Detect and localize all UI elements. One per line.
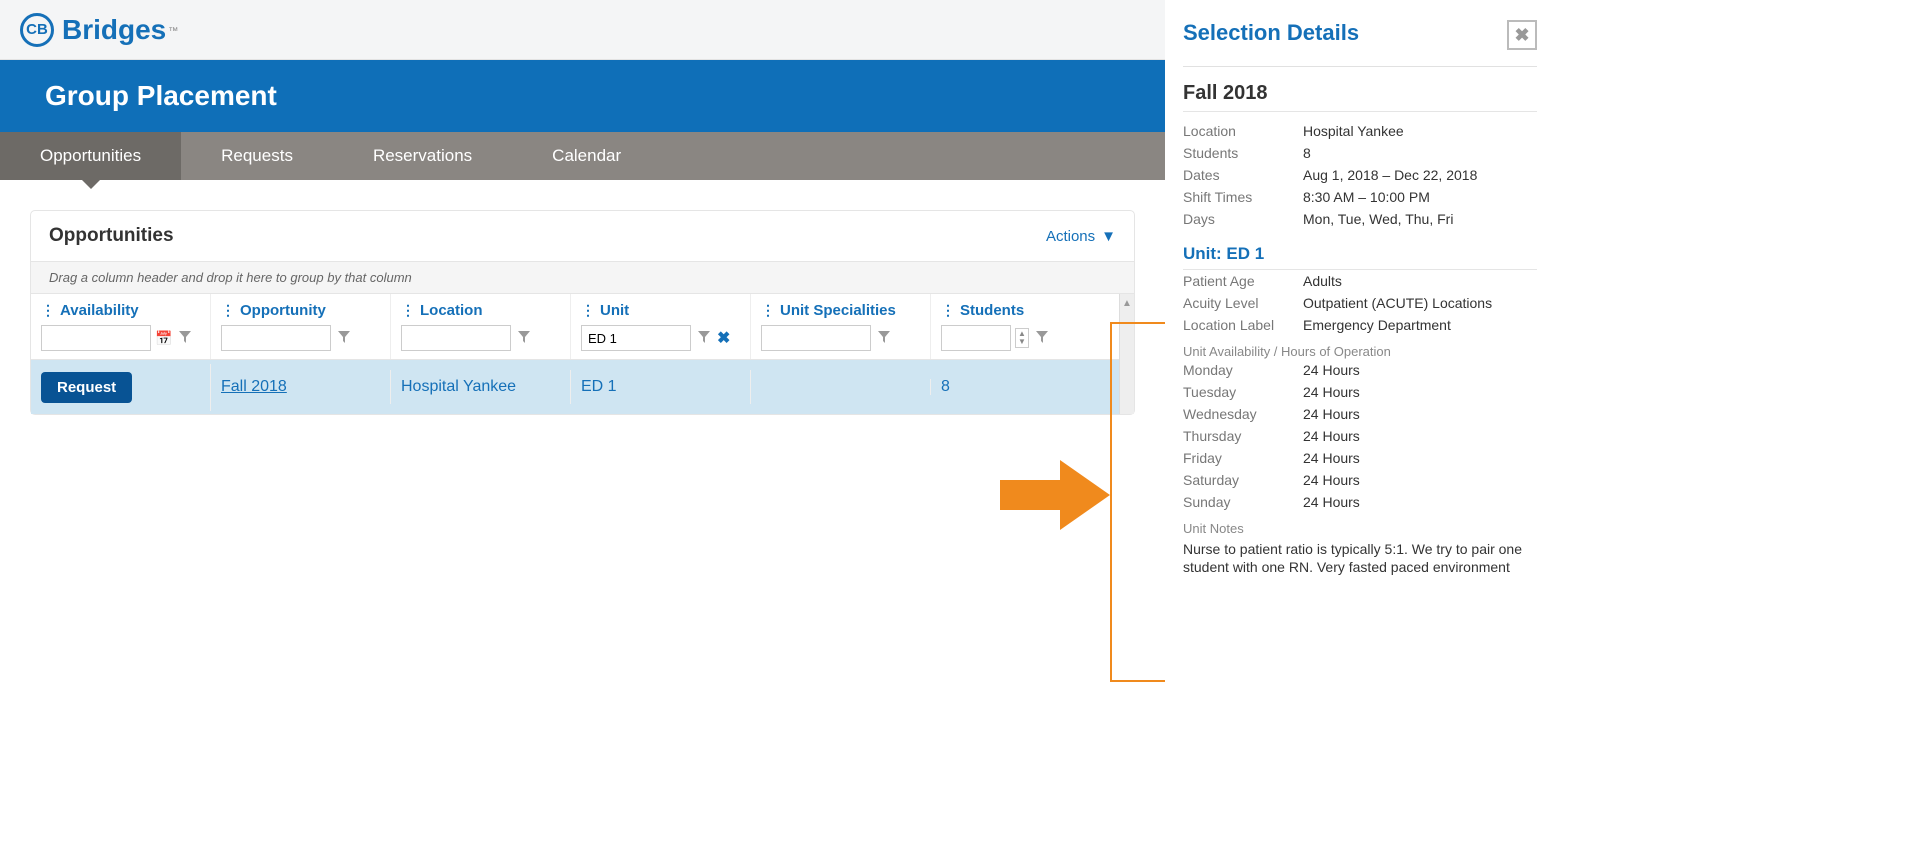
students-stepper[interactable]: ▲▼ — [1015, 328, 1029, 348]
unit-notes-text: Nurse to patient ratio is typically 5:1.… — [1183, 540, 1537, 576]
tab-opportunities[interactable]: Opportunities — [0, 132, 181, 180]
filter-specialities-input[interactable] — [761, 325, 871, 351]
hours-val: 24 Hours — [1303, 362, 1360, 378]
filter-students-input[interactable] — [941, 325, 1011, 351]
filter-availability-input[interactable] — [41, 325, 151, 351]
label-dates: Dates — [1183, 167, 1303, 183]
value-days: Mon, Tue, Wed, Thu, Fri — [1303, 211, 1453, 227]
calendar-icon[interactable]: 📅 — [155, 330, 172, 347]
value-location-label: Emergency Department — [1303, 317, 1451, 333]
filter-unit-input[interactable] — [581, 325, 691, 351]
filter-icon[interactable] — [335, 330, 353, 346]
col-location[interactable]: ⋮Location — [401, 302, 560, 319]
unit-section-title: Unit: ED 1 — [1183, 244, 1537, 270]
hours-day: Saturday — [1183, 472, 1303, 488]
annotation-arrow-icon — [1000, 460, 1110, 535]
unit-cell: ED 1 — [581, 378, 617, 396]
details-term: Fall 2018 — [1183, 82, 1537, 112]
filter-location-input[interactable] — [401, 325, 511, 351]
value-students: 8 — [1303, 145, 1311, 161]
hours-day: Sunday — [1183, 494, 1303, 510]
value-acuity: Outpatient (ACUTE) Locations — [1303, 295, 1492, 311]
logo-bar: CB Bridges ™ — [0, 0, 1165, 60]
logo-text: Bridges — [62, 14, 166, 46]
opportunity-link[interactable]: Fall 2018 — [221, 378, 287, 396]
filter-icon[interactable] — [1033, 330, 1051, 346]
hours-val: 24 Hours — [1303, 428, 1360, 444]
tab-reservations[interactable]: Reservations — [333, 132, 512, 180]
label-acuity: Acuity Level — [1183, 295, 1303, 311]
filter-icon[interactable] — [875, 330, 893, 346]
hours-val: 24 Hours — [1303, 406, 1360, 422]
group-by-hint: Drag a column header and drop it here to… — [31, 261, 1134, 294]
col-unit-specialities[interactable]: ⋮Unit Specialities — [761, 302, 920, 319]
close-icon[interactable]: ✖ — [1507, 20, 1537, 50]
annotation-bracket — [1110, 322, 1165, 682]
request-button[interactable]: Request — [41, 372, 132, 403]
value-patient-age: Adults — [1303, 273, 1342, 289]
page-title: Group Placement — [45, 80, 1120, 112]
panel-title: Opportunities — [49, 225, 174, 247]
availability-header: Unit Availability / Hours of Operation — [1183, 344, 1537, 359]
hours-day: Monday — [1183, 362, 1303, 378]
students-cell: 8 — [941, 378, 950, 396]
selection-details-panel: Selection Details ✖ Fall 2018 LocationHo… — [1165, 0, 1555, 596]
label-students: Students — [1183, 145, 1303, 161]
filter-icon[interactable] — [515, 330, 533, 346]
col-availability[interactable]: ⋮Availability — [41, 302, 200, 319]
label-location-label: Location Label — [1183, 317, 1303, 333]
opportunities-panel: Opportunities Actions ▼ Drag a column he… — [30, 210, 1135, 415]
details-title: Selection Details — [1183, 20, 1359, 46]
hours-day: Tuesday — [1183, 384, 1303, 400]
location-cell: Hospital Yankee — [401, 378, 516, 396]
table-row[interactable]: Request Fall 2018 Hospital Yankee ED 1 8 — [31, 360, 1119, 414]
hours-day: Thursday — [1183, 428, 1303, 444]
page-header: Group Placement — [0, 60, 1165, 132]
filter-icon[interactable] — [695, 330, 713, 346]
label-patient-age: Patient Age — [1183, 273, 1303, 289]
value-location: Hospital Yankee — [1303, 123, 1404, 139]
col-unit[interactable]: ⋮Unit — [581, 302, 740, 319]
col-opportunity[interactable]: ⋮Opportunity — [221, 302, 380, 319]
tab-calendar[interactable]: Calendar — [512, 132, 661, 180]
clear-filter-icon[interactable]: ✖ — [717, 328, 730, 348]
actions-label: Actions — [1046, 228, 1095, 245]
hours-day: Friday — [1183, 450, 1303, 466]
value-dates: Aug 1, 2018 – Dec 22, 2018 — [1303, 167, 1477, 183]
hours-day: Wednesday — [1183, 406, 1303, 422]
hours-val: 24 Hours — [1303, 450, 1360, 466]
grid-header-row: ⋮Availability 📅 ⋮Opportunity — [31, 294, 1119, 360]
value-shift: 8:30 AM – 10:00 PM — [1303, 189, 1430, 205]
label-days: Days — [1183, 211, 1303, 227]
tab-bar: Opportunities Requests Reservations Cale… — [0, 132, 1165, 180]
filter-opportunity-input[interactable] — [221, 325, 331, 351]
unit-notes-label: Unit Notes — [1183, 521, 1537, 536]
label-location: Location — [1183, 123, 1303, 139]
logo-badge: CB — [20, 13, 54, 47]
hours-val: 24 Hours — [1303, 472, 1360, 488]
logo-tm: ™ — [168, 26, 178, 37]
filter-icon[interactable] — [176, 330, 194, 346]
hours-val: 24 Hours — [1303, 384, 1360, 400]
actions-dropdown[interactable]: Actions ▼ — [1046, 228, 1116, 245]
hours-val: 24 Hours — [1303, 494, 1360, 510]
label-shift: Shift Times — [1183, 189, 1303, 205]
caret-down-icon: ▼ — [1101, 228, 1116, 245]
col-students[interactable]: ⋮Students — [941, 302, 1071, 319]
tab-requests[interactable]: Requests — [181, 132, 333, 180]
